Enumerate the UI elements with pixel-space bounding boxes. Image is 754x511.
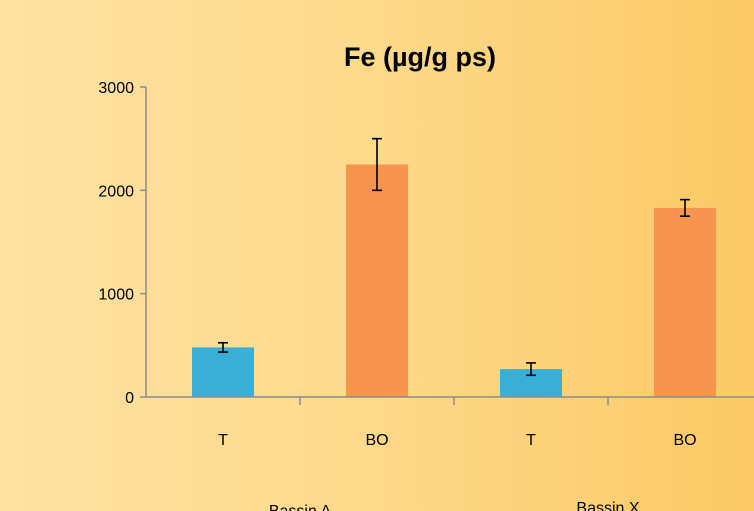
group-label-0: Bassin A (269, 503, 332, 511)
bar-0 (192, 347, 254, 397)
category-label-2: T (526, 432, 536, 449)
category-label-3: BO (673, 432, 696, 449)
y-tick-label-3: 3000 (98, 80, 134, 97)
bar-1 (346, 164, 408, 397)
error-bar-1 (372, 137, 382, 192)
labels-layer: T BO T BO 0 1000 2000 3000 Bassin A Bassin X (98, 80, 696, 511)
axes-layer (140, 86, 754, 405)
y-tick-label-1: 1000 (98, 287, 134, 304)
category-label-1: BO (365, 432, 388, 449)
error-bar-3 (680, 198, 690, 217)
error-bar-2 (526, 362, 536, 377)
error-bar-0 (218, 341, 228, 353)
y-tick-label-2: 2000 (98, 183, 134, 200)
error-bars-layer (218, 137, 690, 377)
group-label-1: Bassin X (576, 500, 639, 511)
bars-layer (192, 164, 716, 397)
category-label-0: T (218, 432, 228, 449)
bar-3 (654, 207, 716, 397)
chart-title: Fe (µg/g ps) (344, 42, 496, 72)
y-tick-label-0: 0 (125, 390, 134, 407)
